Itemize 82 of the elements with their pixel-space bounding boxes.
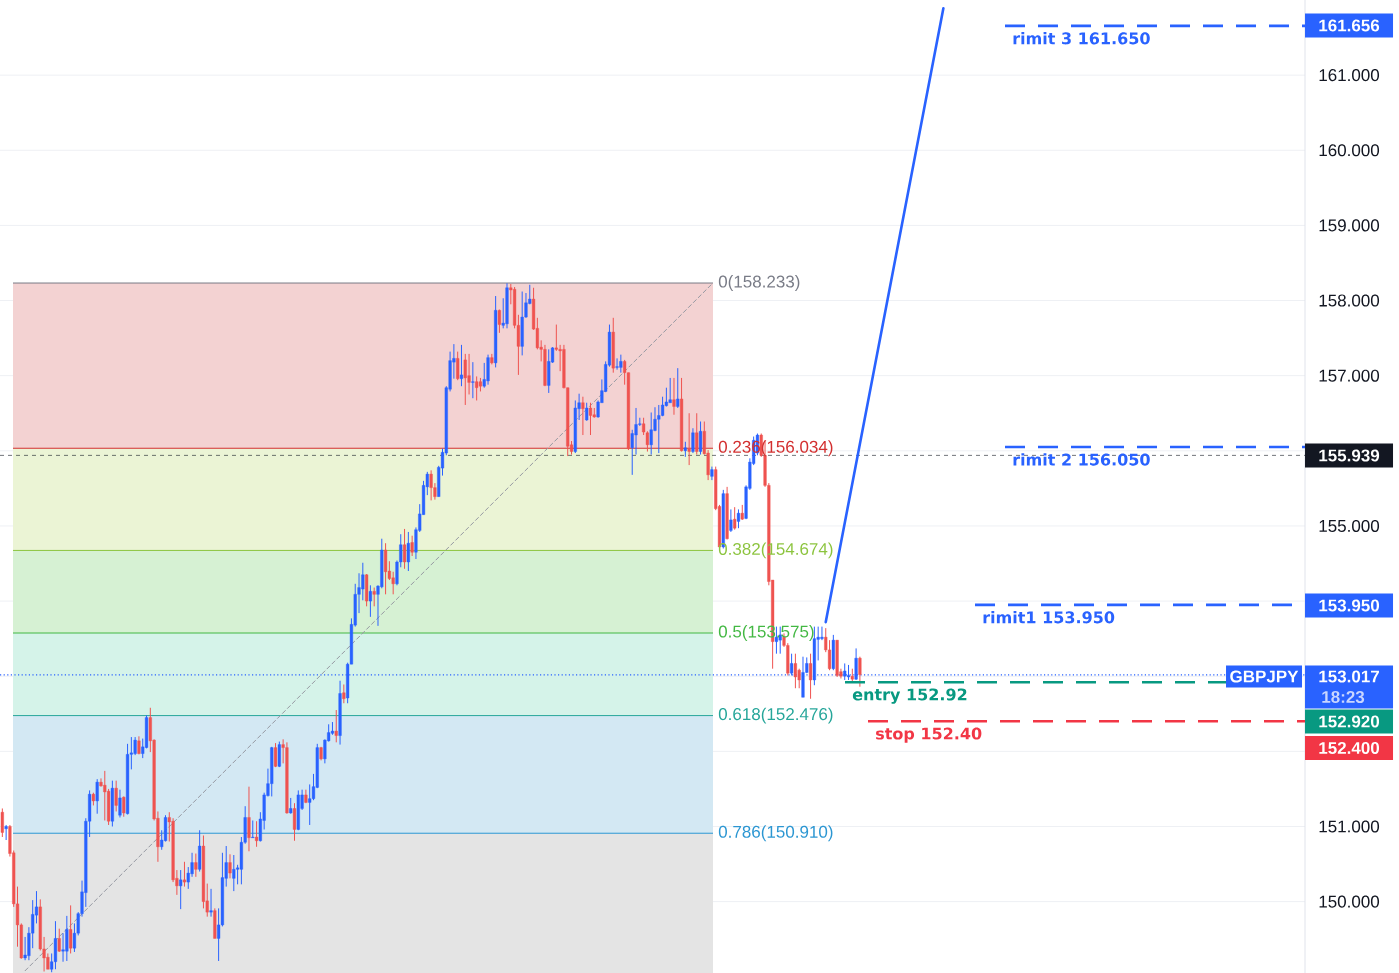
candlestick bbox=[581, 396, 585, 436]
candlestick bbox=[228, 853, 232, 879]
candlestick bbox=[255, 820, 259, 848]
candlestick bbox=[69, 904, 73, 954]
candlestick bbox=[657, 404, 661, 454]
annotation: GBPJPY bbox=[1230, 670, 1299, 683]
candlestick bbox=[471, 361, 475, 399]
candlestick bbox=[53, 920, 58, 970]
text: 161.656 bbox=[1319, 19, 1380, 32]
text: 155.939 bbox=[1319, 449, 1380, 462]
candlestick bbox=[118, 789, 122, 818]
text: 153.950 bbox=[1319, 599, 1380, 612]
y-tick-label: 151.000 bbox=[1319, 820, 1380, 833]
y-tick-label: 161.000 bbox=[1319, 69, 1380, 82]
candlestick bbox=[459, 344, 464, 387]
candlestick bbox=[429, 469, 433, 501]
candlestick bbox=[691, 427, 695, 454]
text: 152.400 bbox=[1319, 741, 1380, 755]
candlestick bbox=[198, 829, 202, 873]
candlestick bbox=[384, 542, 388, 595]
candlestick bbox=[334, 709, 338, 743]
candlestick bbox=[672, 377, 676, 416]
candlestick bbox=[698, 421, 703, 456]
candlestick bbox=[486, 354, 490, 386]
candlestick bbox=[277, 741, 281, 768]
candlestick bbox=[372, 587, 376, 607]
candlestick bbox=[114, 780, 118, 812]
candlestick bbox=[649, 411, 653, 456]
y-tick-label: 158.000 bbox=[1319, 294, 1380, 307]
candlestick bbox=[247, 786, 251, 852]
ref-line-label: rimit 2 156.050 bbox=[1013, 453, 1150, 466]
ref-line-label: 0(158.233) bbox=[718, 275, 800, 291]
candlestick bbox=[65, 915, 69, 962]
candlestick bbox=[410, 535, 414, 557]
candlestick bbox=[827, 639, 832, 671]
candlestick bbox=[615, 357, 619, 371]
candlestick bbox=[736, 508, 741, 529]
candlestick bbox=[61, 932, 65, 963]
candlestick bbox=[463, 353, 467, 406]
text: 18:23 bbox=[1322, 690, 1365, 704]
candlestick bbox=[103, 770, 107, 821]
candlestick bbox=[0, 807, 4, 838]
y-tick-label: 157.000 bbox=[1319, 369, 1380, 382]
ref-line-label: 0.618(152.476) bbox=[718, 707, 833, 724]
text: 152.920 bbox=[1319, 715, 1380, 728]
candlestick bbox=[585, 402, 589, 422]
candlestick bbox=[232, 854, 236, 892]
candlestick bbox=[687, 412, 691, 466]
ref-line-label: 0.786(150.910) bbox=[718, 825, 833, 842]
y-tick-label: 150.000 bbox=[1319, 895, 1380, 908]
ref-line-label: entry 152.92 bbox=[852, 688, 967, 704]
candlestick bbox=[251, 819, 255, 839]
candlestick bbox=[668, 377, 672, 404]
candlestick bbox=[194, 853, 198, 878]
candlestick bbox=[733, 506, 737, 531]
ref-line-label: rimit 3 161.650 bbox=[1013, 32, 1150, 45]
y-tick-label: 155.000 bbox=[1319, 519, 1380, 532]
ref-line-label: rimit1 153.950 bbox=[983, 611, 1115, 624]
candlestick bbox=[402, 528, 407, 570]
candlestick bbox=[456, 351, 460, 381]
candlestick bbox=[95, 778, 99, 815]
candlestick bbox=[858, 656, 862, 688]
candlestick bbox=[57, 928, 61, 953]
text: 153.017 bbox=[1319, 670, 1379, 683]
candlestick bbox=[179, 869, 183, 910]
y-tick-label: 160.000 bbox=[1319, 144, 1380, 157]
ref-line-label: stop 152.40 bbox=[876, 727, 982, 743]
candlestick bbox=[619, 354, 623, 374]
candlestick bbox=[368, 584, 372, 618]
candlestick bbox=[182, 861, 187, 888]
candlestick bbox=[342, 683, 346, 704]
candlestick bbox=[809, 653, 813, 700]
candlestick bbox=[292, 802, 297, 842]
y-tick-label: 159.000 bbox=[1319, 219, 1380, 232]
candlestick bbox=[729, 508, 733, 533]
candlestick bbox=[406, 531, 410, 572]
candlestick bbox=[122, 795, 126, 818]
candlestick bbox=[676, 367, 680, 409]
candlestick bbox=[4, 824, 8, 841]
candlestick bbox=[695, 412, 699, 456]
candlestick bbox=[820, 626, 824, 641]
candlestick bbox=[209, 888, 213, 918]
